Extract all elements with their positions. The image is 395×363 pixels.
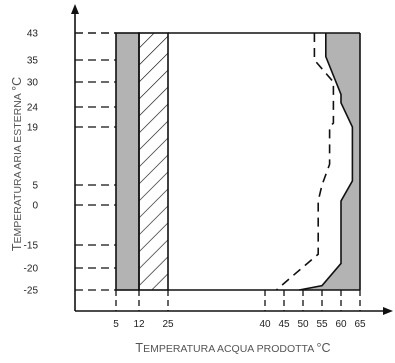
x-tick-label: 60 bbox=[335, 319, 347, 330]
boundary-lines bbox=[275, 33, 354, 291]
x-tick-label: 25 bbox=[162, 319, 174, 330]
x-tick-label: 65 bbox=[354, 319, 366, 330]
x-tick-labels: 5 12 25 40 45 50 55 60 65 bbox=[113, 319, 366, 330]
x-tick-label: 45 bbox=[278, 319, 290, 330]
y-tick-labels: 43 35 30 24 19 5 0 -15 -20 -25 bbox=[24, 29, 39, 297]
y-tick-label: 19 bbox=[27, 123, 39, 134]
y-axis-label: TEMPERATURA ARIA ESTERNA °C bbox=[10, 77, 24, 251]
x-axis-label: TEMPERATURA ACQUA PRODOTTA °C bbox=[135, 341, 330, 355]
y-tick-label: 0 bbox=[32, 201, 38, 212]
y-axis-arrow bbox=[71, 4, 79, 14]
x-tick-label: 55 bbox=[316, 319, 328, 330]
x-axis-arrow bbox=[383, 307, 393, 315]
x-tick-label: 50 bbox=[297, 319, 309, 330]
x-tick-label: 40 bbox=[259, 319, 271, 330]
y-tick-label: -25 bbox=[24, 286, 39, 297]
y-tick-label: -20 bbox=[24, 264, 39, 275]
left-gray-band bbox=[115, 32, 140, 291]
y-tick-label: 43 bbox=[27, 29, 39, 40]
dashed-boundary-line bbox=[275, 33, 335, 291]
solid-boundary-line bbox=[299, 33, 354, 291]
y-tick-label: 30 bbox=[27, 78, 39, 89]
plot-regions bbox=[115, 32, 361, 291]
y-tick-label: -15 bbox=[24, 241, 39, 252]
dashed-guides bbox=[75, 32, 361, 311]
y-tick-label: 5 bbox=[32, 181, 38, 192]
x-tick-label: 5 bbox=[113, 319, 119, 330]
y-tick-label: 35 bbox=[27, 56, 39, 67]
axes bbox=[71, 4, 393, 315]
right-gray-area bbox=[299, 33, 360, 290]
y-tick-label: 24 bbox=[27, 103, 39, 114]
hatched-band bbox=[138, 32, 169, 291]
x-tick-label: 12 bbox=[133, 319, 145, 330]
